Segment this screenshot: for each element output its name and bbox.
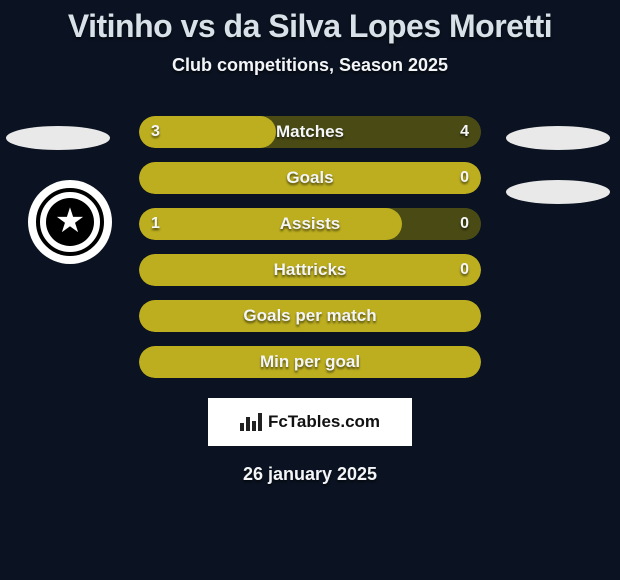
- stat-row: Goals0: [139, 162, 481, 194]
- subtitle: Club competitions, Season 2025: [0, 55, 620, 76]
- page-title: Vitinho vs da Silva Lopes Moretti: [0, 0, 620, 45]
- content: Vitinho vs da Silva Lopes Moretti Club c…: [0, 0, 620, 580]
- player-right-ellipse: [506, 126, 610, 150]
- stat-value-right: 0: [460, 254, 469, 286]
- stat-row: Goals per match: [139, 300, 481, 332]
- club-right-ellipse: [506, 180, 610, 204]
- stat-label: Assists: [139, 208, 481, 240]
- player-left-ellipse: [6, 126, 110, 150]
- stat-row: Matches3 4: [139, 116, 481, 148]
- stat-value-right: 0: [460, 208, 469, 240]
- stat-label: Matches: [139, 116, 481, 148]
- stat-value-right: 0: [460, 162, 469, 194]
- stat-value-right: 4: [460, 116, 469, 148]
- bars-icon: [240, 413, 262, 431]
- stat-row: Assists1 0: [139, 208, 481, 240]
- star-icon: ★: [55, 204, 85, 238]
- club-badge-left: ★: [28, 180, 112, 264]
- stat-label: Min per goal: [139, 346, 481, 378]
- stat-label: Goals per match: [139, 300, 481, 332]
- stat-row: Hattricks0: [139, 254, 481, 286]
- stat-row: Min per goal: [139, 346, 481, 378]
- credit-box: FcTables.com: [208, 398, 412, 446]
- date-text: 26 january 2025: [0, 464, 620, 485]
- stat-label: Goals: [139, 162, 481, 194]
- credit-text: FcTables.com: [268, 412, 380, 432]
- stat-value-left: 3: [151, 116, 160, 148]
- stat-value-left: 1: [151, 208, 160, 240]
- stat-label: Hattricks: [139, 254, 481, 286]
